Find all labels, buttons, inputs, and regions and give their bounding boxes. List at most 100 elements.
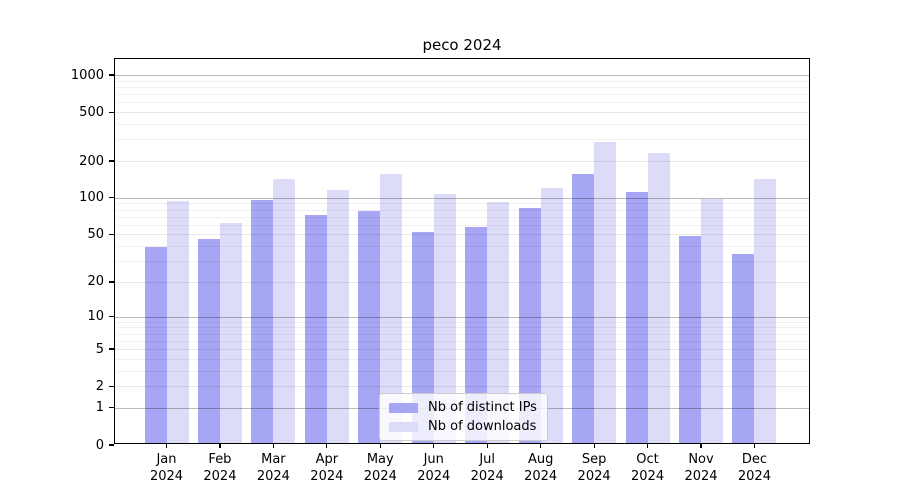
x-tick-mark-sep	[593, 443, 595, 448]
bar-distinct-ips-feb	[197, 239, 220, 443]
legend-swatch-downloads	[389, 421, 418, 432]
gridline-90	[115, 203, 809, 205]
bar-distinct-ips-jun	[411, 232, 434, 443]
x-tick-label-jan: Jan 2024	[149, 452, 184, 484]
y-tick-mark-500	[108, 111, 114, 113]
bar-distinct-ips-apr	[304, 214, 327, 443]
bar-distinct-ips-jan	[144, 246, 167, 443]
gridline-5	[115, 349, 809, 351]
gridline-20	[115, 281, 809, 283]
gridline-200	[115, 161, 809, 163]
gridline-70	[115, 216, 809, 218]
gridline-300	[115, 139, 809, 141]
y-tick-mark-200	[108, 160, 114, 162]
x-tick-mark-dec	[753, 443, 756, 448]
x-tick-label-oct: Oct 2024	[631, 452, 665, 484]
gridline-4	[115, 358, 809, 360]
x-tick-mark-apr	[326, 443, 328, 448]
y-tick-label-200: 200	[79, 153, 104, 169]
legend-item-downloads: Nb of downloads	[389, 419, 537, 434]
bar-distinct-ips-mar	[251, 199, 274, 443]
x-tick-mark-jun	[433, 443, 435, 448]
bar-downloads-may	[380, 173, 403, 443]
bar-downloads-jun	[433, 194, 456, 443]
gridline-8	[115, 327, 809, 329]
x-tick-label-may: May 2024	[363, 452, 397, 484]
gridline-400	[115, 124, 809, 126]
gridline-7	[115, 333, 809, 335]
y-tick-mark-1000	[108, 74, 114, 76]
y-tick-mark-1	[108, 407, 114, 409]
y-tick-label-5: 5	[95, 341, 104, 357]
y-tick-label-500: 500	[79, 104, 104, 120]
x-tick-mark-feb	[219, 443, 221, 448]
x-tick-mark-jul	[486, 443, 488, 448]
legend-label-distinct-ips: Nb of distinct IPs	[428, 400, 537, 415]
legend-item-distinct-ips: Nb of distinct IPs	[389, 400, 537, 415]
bar-downloads-apr	[326, 189, 349, 443]
bar-distinct-ips-jul	[465, 227, 488, 443]
y-tick-mark-0	[108, 444, 114, 446]
bar-distinct-ips-may	[358, 211, 381, 443]
gridline-100	[115, 197, 809, 199]
bar-downloads-sep	[594, 142, 617, 443]
legend-swatch-distinct-ips	[389, 402, 418, 413]
x-tick-label-dec: Dec 2024	[737, 452, 771, 484]
bar-downloads-feb	[219, 222, 242, 443]
gridline-900	[115, 80, 809, 82]
gridline-800	[115, 86, 809, 88]
x-tick-mark-jan	[165, 443, 168, 448]
x-tick-label-jun: Jun 2024	[417, 452, 451, 484]
y-tick-label-2: 2	[95, 378, 104, 394]
y-tick-label-10: 10	[87, 309, 104, 325]
gridline-50	[115, 234, 809, 236]
bar-distinct-ips-aug	[518, 208, 541, 443]
gridline-30	[115, 261, 809, 263]
bar-distinct-ips-sep	[572, 174, 595, 443]
chart-title: peco 2024	[422, 36, 502, 54]
gridline-40	[115, 246, 809, 248]
y-tick-label-0: 0	[95, 437, 104, 453]
gridline-600	[115, 102, 809, 104]
gridline-1000	[115, 75, 809, 77]
x-tick-label-sep: Sep 2024	[577, 452, 611, 484]
bar-downloads-oct	[647, 153, 670, 443]
y-tick-mark-20	[108, 281, 114, 283]
bar-distinct-ips-oct	[625, 191, 648, 443]
y-tick-mark-50	[108, 233, 114, 236]
x-tick-label-nov: Nov 2024	[684, 452, 718, 484]
x-tick-mark-mar	[272, 443, 274, 448]
y-tick-mark-100	[108, 197, 114, 199]
y-tick-mark-2	[108, 385, 114, 387]
y-tick-label-1: 1	[95, 400, 104, 416]
x-tick-label-feb: Feb 2024	[203, 452, 237, 484]
legend-label-downloads: Nb of downloads	[428, 419, 537, 434]
gridline-10	[115, 316, 809, 318]
y-tick-label-50: 50	[87, 226, 104, 242]
legend: Nb of distinct IPs Nb of downloads	[379, 393, 548, 441]
bar-distinct-ips-nov	[679, 235, 701, 443]
bar-downloads-dec	[754, 178, 777, 443]
bar-downloads-aug	[540, 188, 563, 443]
y-tick-label-1000: 1000	[70, 67, 104, 83]
bar-downloads-jul	[487, 202, 510, 443]
y-tick-label-20: 20	[87, 274, 104, 290]
x-tick-mark-oct	[646, 443, 649, 448]
y-tick-label-100: 100	[79, 190, 104, 206]
gridline-2	[115, 386, 809, 388]
x-tick-label-jul: Jul 2024	[470, 452, 504, 484]
gridline-60	[115, 224, 809, 226]
x-tick-mark-aug	[540, 443, 542, 448]
x-tick-label-apr: Apr 2024	[310, 452, 344, 484]
y-tick-mark-10	[108, 315, 114, 318]
bar-downloads-jan	[166, 201, 189, 443]
plot-area: Nb of distinct IPs Nb of downloads 0 1 2 5 1…	[71, 58, 810, 484]
bar-distinct-ips-dec	[732, 254, 755, 443]
gridline-700	[115, 94, 809, 96]
x-tick-mark-nov	[700, 443, 702, 448]
y-tick-mark-5	[108, 348, 114, 350]
gridline-9	[115, 321, 809, 323]
x-tick-label-mar: Mar 2024	[256, 452, 290, 484]
gridline-6	[115, 340, 809, 342]
